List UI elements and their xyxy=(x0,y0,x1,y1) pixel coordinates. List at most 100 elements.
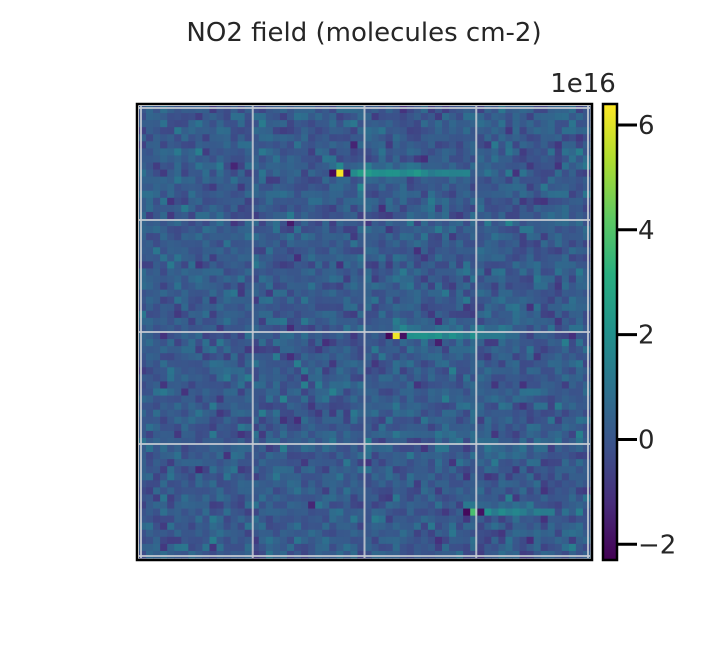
heatmap-cell xyxy=(195,303,203,312)
heatmap-cell xyxy=(477,473,485,481)
heatmap-cell xyxy=(575,508,584,517)
heatmap-cell xyxy=(251,332,260,340)
heatmap-cell xyxy=(533,550,542,559)
heatmap-cell xyxy=(202,353,210,361)
heatmap-cell xyxy=(244,282,253,291)
heatmap-cell xyxy=(378,247,387,255)
heatmap-cell xyxy=(378,204,387,213)
heatmap-cell xyxy=(160,169,168,178)
heatmap-cell xyxy=(230,176,239,185)
heatmap-cell xyxy=(265,388,274,396)
heatmap-cell xyxy=(272,508,281,517)
heatmap-cell xyxy=(477,536,485,545)
heatmap-cell xyxy=(470,190,478,199)
heatmap-cell xyxy=(230,367,239,375)
heatmap-cell xyxy=(420,268,429,276)
heatmap-cell xyxy=(301,402,309,411)
heatmap-cell xyxy=(399,339,408,347)
heatmap-cell xyxy=(456,197,464,206)
heatmap-cell xyxy=(498,275,506,283)
heatmap-cell xyxy=(547,141,556,149)
heatmap-cell xyxy=(322,402,330,411)
heatmap-cell xyxy=(561,445,570,453)
heatmap-cell xyxy=(160,190,168,199)
heatmap-cell xyxy=(399,197,408,206)
heatmap-cell xyxy=(322,324,330,333)
heatmap-cell xyxy=(160,395,168,404)
heatmap-cell xyxy=(209,317,217,326)
heatmap-cell xyxy=(237,409,246,418)
heatmap-cell xyxy=(251,268,260,276)
heatmap-cell xyxy=(540,473,549,481)
heatmap-cell xyxy=(434,515,443,524)
heatmap-cell xyxy=(301,127,309,135)
heatmap-cell xyxy=(202,219,210,227)
heatmap-cell xyxy=(174,487,182,495)
heatmap-cell xyxy=(265,381,274,389)
heatmap-cell xyxy=(308,346,316,354)
heatmap-cell xyxy=(350,127,358,135)
heatmap-cell xyxy=(547,261,556,269)
heatmap-cell xyxy=(554,466,563,474)
heatmap-cell xyxy=(442,247,450,255)
heatmap-cell xyxy=(399,550,408,559)
heatmap-cell xyxy=(378,332,387,340)
heatmap-cell xyxy=(575,395,584,404)
heatmap-cell xyxy=(139,367,147,375)
heatmap-cell xyxy=(209,346,217,354)
heatmap-cell xyxy=(209,254,217,262)
heatmap-cell xyxy=(329,317,337,326)
heatmap-cell xyxy=(463,473,471,481)
heatmap-cell xyxy=(420,332,429,340)
heatmap-cell xyxy=(160,508,168,517)
heatmap-cell xyxy=(258,162,267,170)
heatmap-cell xyxy=(216,317,224,326)
heatmap-cell xyxy=(146,402,154,411)
heatmap-cell xyxy=(258,339,267,347)
heatmap-cell xyxy=(258,494,267,502)
heatmap-cell xyxy=(181,452,189,460)
heatmap-cell xyxy=(526,437,535,446)
heatmap-cell xyxy=(343,240,351,248)
heatmap-cell xyxy=(315,226,323,234)
heatmap-cell xyxy=(294,487,302,495)
heatmap-cell xyxy=(456,487,464,495)
heatmap-cell xyxy=(174,261,182,269)
heatmap-cell xyxy=(392,120,401,128)
heatmap-cell xyxy=(181,155,189,163)
heatmap-cell xyxy=(174,296,182,305)
heatmap-cell xyxy=(343,233,351,241)
heatmap-cell xyxy=(519,402,527,411)
colorbar-tick-label: 4 xyxy=(638,216,655,246)
heatmap-cell xyxy=(364,324,372,333)
heatmap-cell xyxy=(575,346,584,354)
heatmap-cell xyxy=(265,134,274,142)
heatmap-cell xyxy=(554,247,563,255)
heatmap-cell xyxy=(146,282,154,291)
heatmap-cell xyxy=(505,480,513,488)
heatmap-cell xyxy=(139,353,147,361)
heatmap-cell xyxy=(237,381,246,389)
heatmap-cell xyxy=(343,204,351,213)
heatmap-cell xyxy=(322,169,330,178)
heatmap-cell xyxy=(554,452,563,460)
heatmap-cell xyxy=(153,367,161,375)
heatmap-cell xyxy=(301,204,309,213)
heatmap-cell xyxy=(294,437,302,446)
heatmap-cell xyxy=(265,254,274,262)
heatmap-cell xyxy=(434,374,443,382)
heatmap-cell xyxy=(491,162,499,170)
heatmap-cell xyxy=(336,374,344,382)
heatmap-cell xyxy=(378,459,387,467)
heatmap-cell xyxy=(498,254,506,262)
heatmap-cell xyxy=(582,480,591,488)
heatmap-cell xyxy=(181,310,189,319)
heatmap-cell xyxy=(308,437,316,446)
heatmap-cell xyxy=(160,339,168,347)
heatmap-cell xyxy=(498,204,506,213)
heatmap-cell xyxy=(540,282,549,291)
heatmap-cell xyxy=(244,247,253,255)
heatmap-cell xyxy=(329,501,337,509)
heatmap-cell xyxy=(336,353,344,361)
heatmap-cell xyxy=(322,353,330,361)
